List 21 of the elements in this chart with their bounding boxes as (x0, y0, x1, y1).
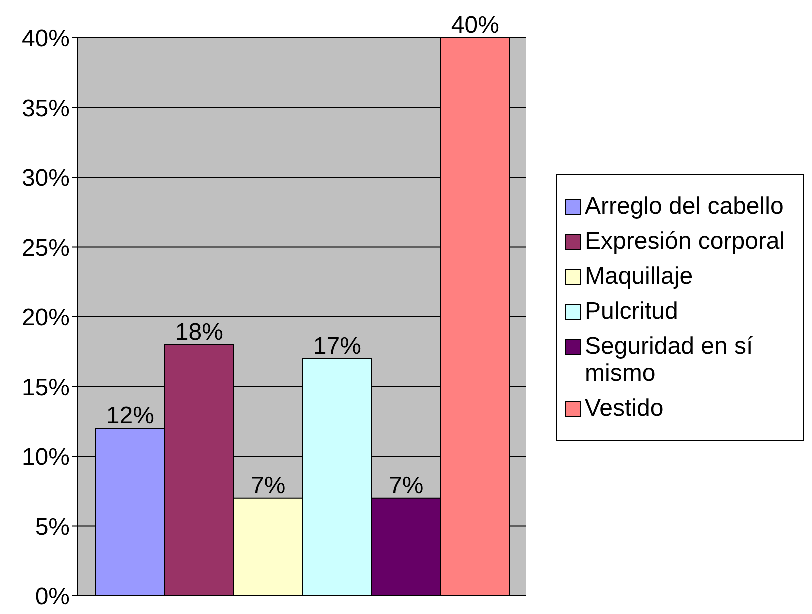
data-label: 18% (175, 318, 224, 346)
y-tick-label: 10% (22, 444, 70, 472)
y-tick-label: 15% (22, 374, 70, 402)
data-label: 7% (389, 472, 424, 500)
y-tick-label: 40% (22, 26, 70, 53)
y-tick-label: 20% (22, 304, 70, 332)
y-tick-label: 5% (35, 514, 70, 541)
y-tick-label: 0% (35, 584, 70, 611)
legend-label: Vestido (585, 394, 664, 422)
data-label: 12% (106, 402, 154, 430)
legend-label: Maquillaje (585, 262, 694, 290)
legend-label: Expresión corporal (585, 228, 786, 254)
legend-label: Seguridad en sí mismo (585, 332, 754, 386)
y-tick-label: 35% (22, 95, 70, 122)
legend-label: Pulcritud (585, 298, 678, 324)
data-label: 17% (313, 332, 362, 360)
data-label: 40% (451, 12, 500, 39)
y-tick-label: 30% (22, 165, 70, 192)
data-label: 7% (251, 472, 286, 500)
legend-label: Arreglo del cabello (585, 192, 784, 220)
y-tick-label: 25% (22, 234, 70, 262)
